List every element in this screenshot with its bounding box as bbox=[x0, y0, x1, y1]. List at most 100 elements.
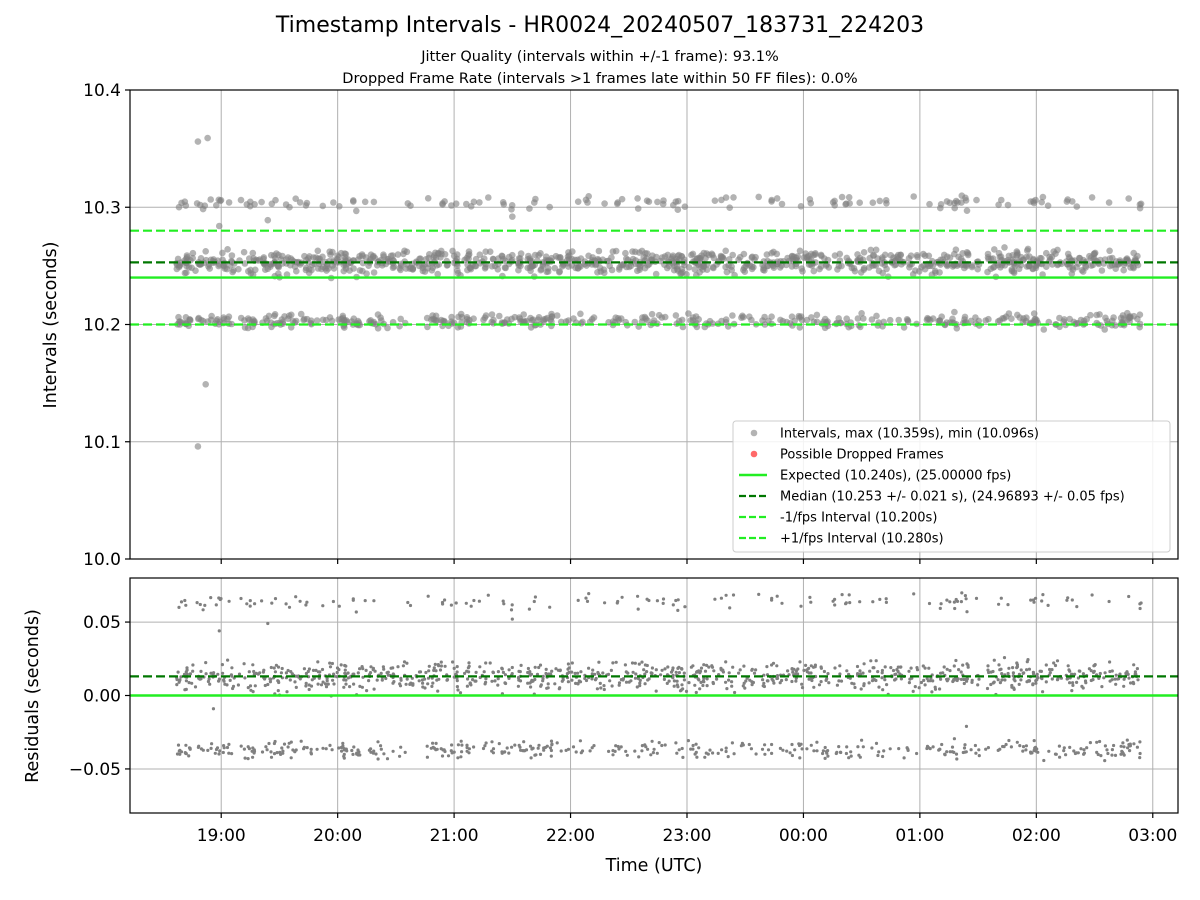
bottom-interval-point bbox=[217, 677, 221, 681]
top-interval-point bbox=[1106, 247, 1113, 255]
bottom-interval-point bbox=[790, 667, 794, 671]
bottom-interval-point bbox=[1092, 663, 1097, 668]
bottom-interval-point bbox=[496, 670, 500, 674]
bottom-interval-point bbox=[1027, 679, 1031, 683]
top-interval-point bbox=[883, 200, 890, 207]
bottom-interval-point bbox=[897, 747, 901, 751]
bottom-interval-point bbox=[272, 666, 276, 670]
bottom-interval-point bbox=[1034, 681, 1038, 685]
top-interval-point bbox=[643, 255, 650, 262]
bottom-interval-point bbox=[176, 743, 181, 747]
top-interval-point bbox=[353, 207, 360, 215]
top-interval-point bbox=[472, 255, 480, 263]
top-y-axis-label: Intervals (seconds) bbox=[41, 242, 61, 409]
top-interval-point bbox=[1008, 266, 1016, 273]
bottom-interval-point bbox=[363, 599, 367, 603]
top-interval-point bbox=[900, 324, 908, 331]
bottom-interval-point bbox=[953, 606, 957, 611]
bottom-interval-point bbox=[950, 745, 955, 749]
top-interval-point bbox=[928, 257, 936, 265]
bottom-interval-point bbox=[399, 745, 403, 749]
bottom-interval-point bbox=[330, 748, 334, 752]
bottom-interval-point bbox=[1065, 677, 1069, 681]
top-interval-point bbox=[1096, 311, 1103, 318]
bottom-interval-point bbox=[1032, 739, 1036, 743]
bottom-interval-point bbox=[874, 659, 878, 663]
bottom-interval-point bbox=[883, 665, 887, 669]
top-interval-point bbox=[228, 320, 235, 328]
bottom-interval-point bbox=[466, 677, 470, 681]
bottom-interval-point bbox=[350, 748, 354, 753]
bottom-interval-point bbox=[339, 663, 343, 667]
bottom-interval-point bbox=[478, 665, 482, 669]
bottom-interval-point bbox=[285, 690, 289, 694]
bottom-interval-point bbox=[750, 668, 754, 672]
bottom-interval-point bbox=[652, 747, 656, 751]
legend-intervals-marker bbox=[750, 429, 758, 437]
bottom-interval-point bbox=[488, 661, 492, 665]
bottom-interval-point bbox=[950, 750, 955, 754]
bottom-interval-point bbox=[571, 745, 576, 749]
bottom-interval-point bbox=[1044, 680, 1048, 684]
bottom-interval-point bbox=[1021, 745, 1026, 749]
bottom-interval-point bbox=[484, 741, 488, 745]
bottom-interval-point bbox=[1138, 606, 1142, 611]
bottom-interval-point bbox=[822, 669, 827, 674]
bottom-interval-point bbox=[1089, 678, 1093, 683]
bottom-interval-point bbox=[546, 682, 550, 686]
bottom-interval-point bbox=[689, 747, 693, 751]
top-interval-point bbox=[448, 202, 455, 209]
bottom-interval-point bbox=[403, 750, 407, 755]
top-interval-point bbox=[946, 254, 954, 261]
bottom-interval-point bbox=[293, 680, 297, 684]
bottom-interval-point bbox=[1064, 753, 1068, 757]
bottom-interval-point bbox=[833, 666, 837, 670]
bottom-interval-point bbox=[391, 681, 395, 685]
bottom-interval-point bbox=[992, 658, 996, 662]
bottom-interval-point bbox=[376, 757, 380, 761]
bottom-interval-point bbox=[1025, 660, 1029, 664]
bottom-interval-point bbox=[655, 751, 659, 755]
top-interval-point bbox=[370, 269, 378, 276]
bottom-interval-point bbox=[337, 668, 341, 672]
top-interval-point bbox=[228, 252, 236, 259]
bottom-interval-point bbox=[860, 738, 864, 742]
bottom-interval-point bbox=[299, 739, 303, 743]
bottom-interval-point bbox=[957, 668, 961, 672]
bottom-interval-point bbox=[175, 752, 180, 756]
bottom-interval-point bbox=[965, 662, 969, 666]
bottom-interval-point bbox=[1065, 598, 1069, 602]
bottom-interval-point bbox=[225, 745, 230, 750]
bottom-interval-point bbox=[1128, 749, 1132, 753]
bottom-interval-point bbox=[218, 749, 222, 753]
bottom-interval-point bbox=[858, 600, 862, 604]
top-interval-point bbox=[363, 270, 370, 278]
bottom-interval-point bbox=[919, 680, 924, 685]
bottom-interval-point bbox=[643, 663, 648, 667]
bottom-interval-point bbox=[469, 604, 473, 608]
bottom-interval-point bbox=[553, 682, 557, 686]
top-interval-point bbox=[397, 266, 404, 274]
top-interval-point bbox=[249, 249, 257, 257]
top-interval-point bbox=[499, 199, 507, 206]
bottom-interval-point bbox=[190, 681, 194, 685]
bottom-interval-point bbox=[500, 750, 504, 754]
top-outlier-point bbox=[509, 213, 516, 220]
top-interval-point bbox=[722, 247, 729, 255]
bottom-interval-point bbox=[977, 754, 981, 758]
bottom-interval-point bbox=[216, 672, 220, 676]
bottom-interval-point bbox=[269, 755, 274, 759]
bottom-interval-point bbox=[654, 689, 658, 693]
bottom-interval-point bbox=[1022, 671, 1026, 675]
bottom-interval-point bbox=[574, 750, 578, 754]
bottom-interval-point bbox=[609, 668, 614, 673]
bottom-interval-point bbox=[1132, 742, 1136, 746]
bottom-interval-point bbox=[252, 669, 256, 674]
bottom-interval-point bbox=[805, 747, 809, 751]
top-interval-point bbox=[537, 250, 544, 257]
top-interval-point bbox=[831, 202, 838, 209]
bottom-interval-point bbox=[831, 599, 835, 603]
legend-entry-label: +1/fps Interval (10.280s) bbox=[780, 532, 944, 547]
bottom-interval-point bbox=[570, 670, 574, 674]
bottom-interval-point bbox=[251, 690, 255, 694]
